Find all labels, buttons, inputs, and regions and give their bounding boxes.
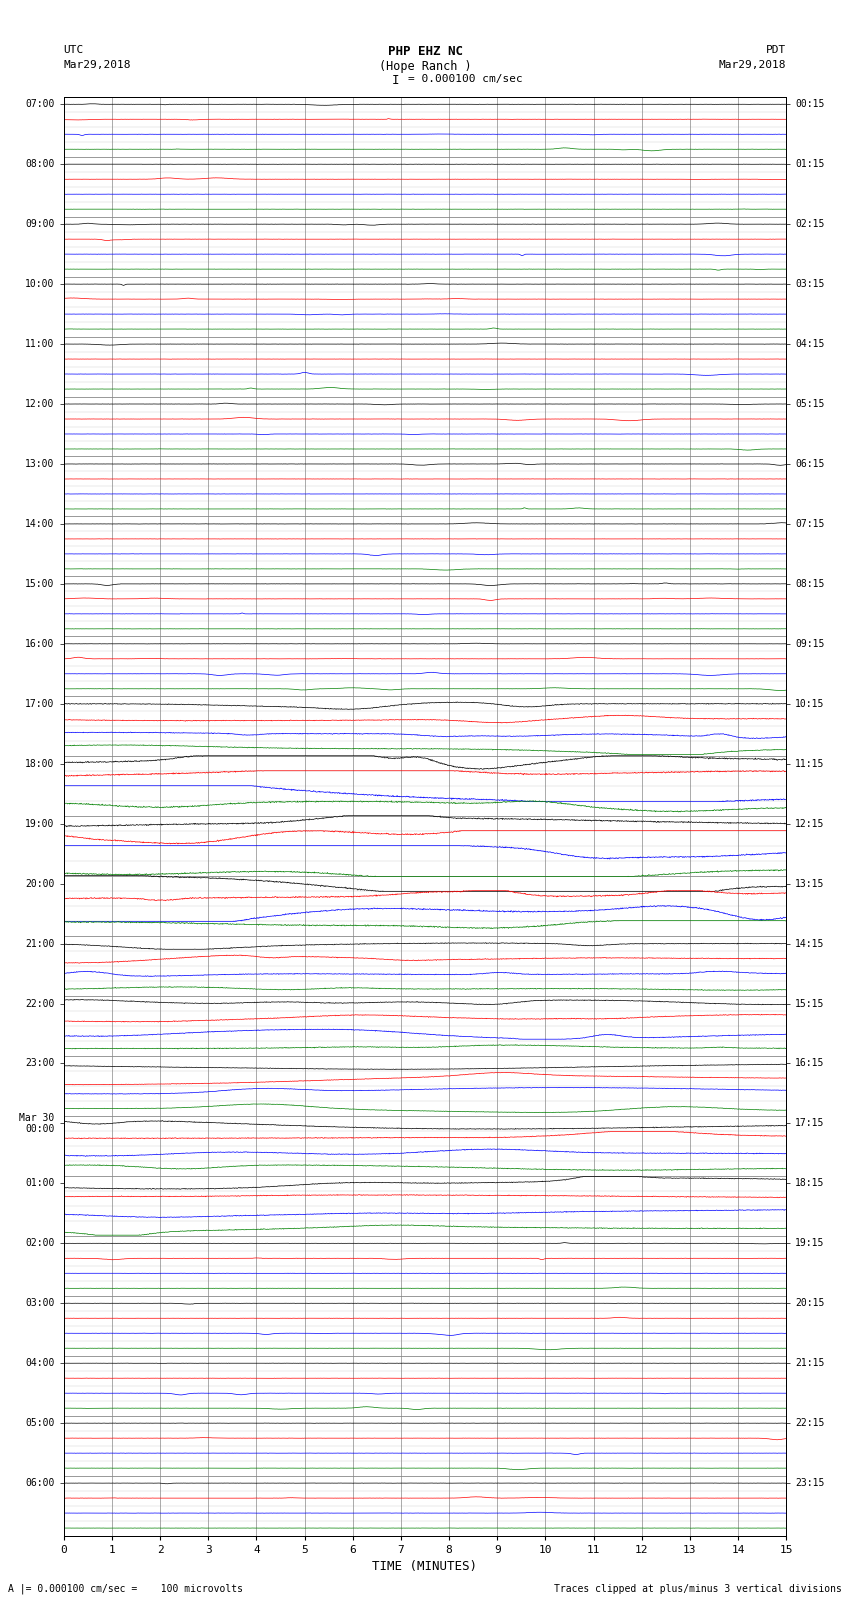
Text: Traces clipped at plus/minus 3 vertical divisions: Traces clipped at plus/minus 3 vertical …	[553, 1584, 842, 1594]
Text: PDT: PDT	[766, 45, 786, 55]
Text: I: I	[392, 74, 399, 87]
Text: A |= 0.000100 cm/sec =    100 microvolts: A |= 0.000100 cm/sec = 100 microvolts	[8, 1582, 243, 1594]
X-axis label: TIME (MINUTES): TIME (MINUTES)	[372, 1560, 478, 1573]
Text: Mar29,2018: Mar29,2018	[719, 60, 786, 69]
Text: Mar29,2018: Mar29,2018	[64, 60, 131, 69]
Text: UTC: UTC	[64, 45, 84, 55]
Text: PHP EHZ NC: PHP EHZ NC	[388, 45, 462, 58]
Text: = 0.000100 cm/sec: = 0.000100 cm/sec	[408, 74, 523, 84]
Text: (Hope Ranch ): (Hope Ranch )	[379, 60, 471, 73]
